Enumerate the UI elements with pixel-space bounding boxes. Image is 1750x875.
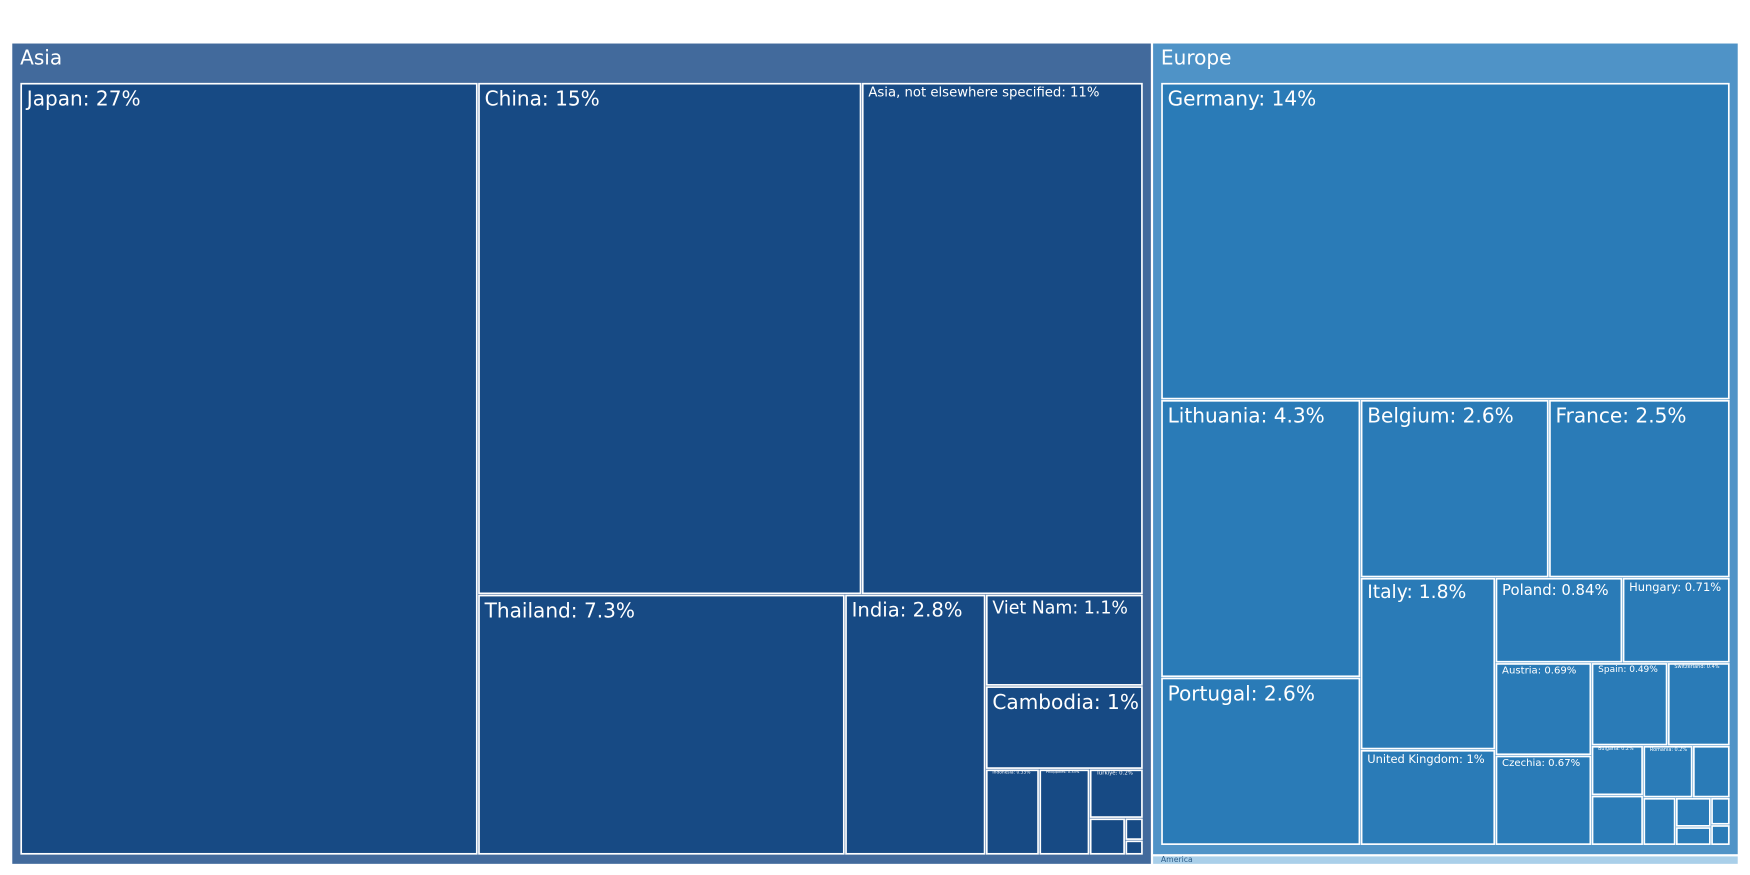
leaf-label: Cambodia: 1%: [992, 690, 1139, 714]
leaf-label: Belgium: 2.6%: [1367, 404, 1513, 428]
leaf: [1643, 797, 1676, 845]
leaf-label: Czechia: 0.67%: [1502, 758, 1581, 769]
leaf: [1591, 663, 1668, 746]
leaf-label: France: 2.5%: [1556, 404, 1687, 428]
leaf-label: Switzerland: 0.4%: [1674, 664, 1719, 670]
leaf: [1125, 818, 1143, 840]
leaf: [1549, 399, 1730, 578]
leaf-label: United Kingdom: 1%: [1367, 752, 1485, 766]
leaf-label: Austria: 0.69%: [1502, 665, 1577, 676]
leaf: [478, 82, 862, 595]
leaf: [1125, 840, 1143, 855]
leaf-label: Thailand: 7.3%: [484, 598, 635, 622]
leaf: [1089, 818, 1125, 855]
leaf-label: Bulgaria: 0.2%: [1598, 746, 1634, 752]
leaf: [1591, 745, 1643, 796]
leaf: [1161, 677, 1361, 845]
leaf: [1161, 82, 1730, 400]
leaf: [1675, 797, 1711, 827]
group-box: [1153, 856, 1738, 864]
leaf-label: Asia, not elsewhere specified: 11%: [868, 86, 1099, 101]
leaf: [20, 82, 478, 855]
leaf: [985, 686, 1143, 769]
leaf: [1643, 745, 1693, 798]
leaf: [1495, 577, 1623, 663]
leaf: [1495, 663, 1592, 756]
leaf-label: Indonesia: 0.35%: [992, 769, 1030, 775]
leaf-label: China: 15%: [485, 87, 600, 111]
leaf-label: Lithuania: 4.3%: [1168, 404, 1325, 428]
leaf: [1360, 749, 1496, 845]
leaf-label: Romania: 0.2%: [1650, 747, 1687, 753]
leaf: [1711, 797, 1730, 825]
leaf: [1693, 745, 1730, 798]
leaf-label: Poland: 0.84%: [1502, 581, 1609, 599]
leaf-label: Philippines: 0.33%: [1046, 770, 1080, 774]
group-label: America: [1161, 855, 1193, 864]
leaf: [1675, 827, 1711, 845]
leaf: [1360, 399, 1549, 578]
leaf-label: Italy: 1.8%: [1367, 582, 1466, 603]
leaf: [1039, 769, 1090, 855]
leaf: [1591, 795, 1643, 845]
group-label: Europe: [1161, 45, 1232, 69]
leaf: [1360, 577, 1496, 750]
leaf: [478, 594, 845, 855]
leaf: [1667, 663, 1730, 746]
leaf-label: Portugal: 2.6%: [1168, 681, 1315, 705]
leaf-label: Türkiye: 0.2%: [1095, 771, 1133, 777]
leaf-label: India: 2.8%: [852, 599, 963, 622]
leaf: [1495, 755, 1592, 845]
leaf: [845, 594, 986, 855]
leaf: [1711, 825, 1730, 845]
leaf: [1161, 399, 1361, 678]
leaf: [985, 769, 1039, 855]
leaf: [861, 82, 1143, 595]
leaf-label: Hungary: 0.71%: [1629, 580, 1721, 594]
leaf: [1089, 769, 1143, 818]
leaf-label: Spain: 0.49%: [1598, 665, 1658, 675]
leaf-label: Japan: 27%: [25, 87, 141, 111]
leaf-label: Germany: 14%: [1168, 87, 1317, 111]
leaf-label: Viet Nam: 1.1%: [992, 598, 1128, 618]
group-label: Asia: [20, 45, 62, 69]
leaf: [985, 594, 1143, 686]
leaf: [1622, 577, 1730, 663]
